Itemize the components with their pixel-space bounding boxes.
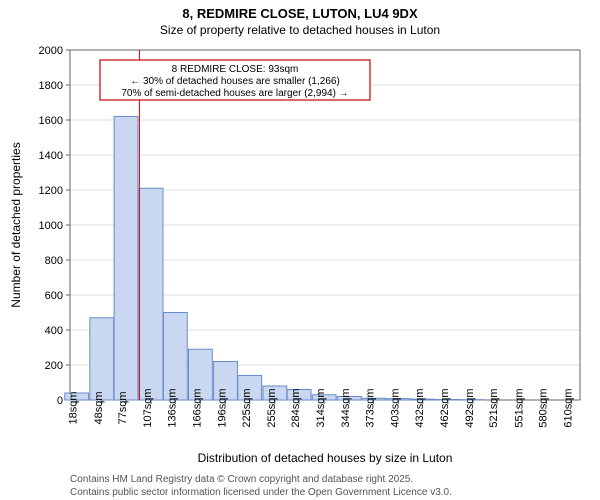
x-tick-label: 284sqm [290,388,302,427]
annotation-line3: 70% of semi-detached houses are larger (… [121,88,348,99]
x-tick-label: 403sqm [390,388,402,427]
y-tick-label: 400 [45,325,63,337]
x-tick-label: 107sqm [142,388,154,427]
bar [90,318,114,400]
y-tick-label: 1000 [39,220,63,232]
bar [114,117,138,401]
footer-line2: Contains public sector information licen… [70,487,452,498]
y-tick-label: 800 [45,255,63,267]
x-tick-label: 344sqm [340,388,352,427]
annotation-line2: ← 30% of detached houses are smaller (1,… [130,76,340,87]
x-tick-label: 255sqm [266,388,278,427]
x-tick-label: 551sqm [513,388,525,427]
chart-title: 8, REDMIRE CLOSE, LUTON, LU4 9DX [182,6,418,21]
x-tick-label: 225sqm [241,388,253,427]
x-tick-label: 18sqm [68,391,80,424]
y-tick-label: 600 [45,290,63,302]
x-tick-label: 48sqm [93,391,105,424]
bar [139,188,163,400]
chart-subtitle: Size of property relative to detached ho… [160,23,440,37]
y-axis-title: Number of detached properties [9,142,23,307]
x-axis-title: Distribution of detached houses by size … [198,451,453,465]
x-tick-label: 492sqm [464,388,476,427]
y-tick-label: 2000 [39,45,63,57]
x-tick-label: 166sqm [191,388,203,427]
x-tick-label: 521sqm [488,388,500,427]
y-tick-label: 0 [57,395,63,407]
x-tick-label: 610sqm [563,388,575,427]
y-tick-label: 1200 [39,185,63,197]
bar [163,313,187,401]
annotation-line1: 8 REDMIRE CLOSE: 93sqm [172,64,299,75]
x-tick-label: 314sqm [315,388,327,427]
y-tick-label: 1400 [39,150,63,162]
x-tick-label: 196sqm [217,388,229,427]
x-tick-label: 373sqm [364,388,376,427]
x-tick-label: 77sqm [117,391,129,424]
x-tick-label: 462sqm [439,388,451,427]
y-tick-label: 1800 [39,80,63,92]
y-tick-label: 200 [45,360,63,372]
x-tick-label: 136sqm [166,388,178,427]
histogram-chart: 8, REDMIRE CLOSE, LUTON, LU4 9DX Size of … [0,0,600,500]
x-tick-label: 580sqm [538,388,550,427]
footer-line1: Contains HM Land Registry data © Crown c… [70,474,413,485]
x-tick-label: 432sqm [414,388,426,427]
y-tick-label: 1600 [39,115,63,127]
